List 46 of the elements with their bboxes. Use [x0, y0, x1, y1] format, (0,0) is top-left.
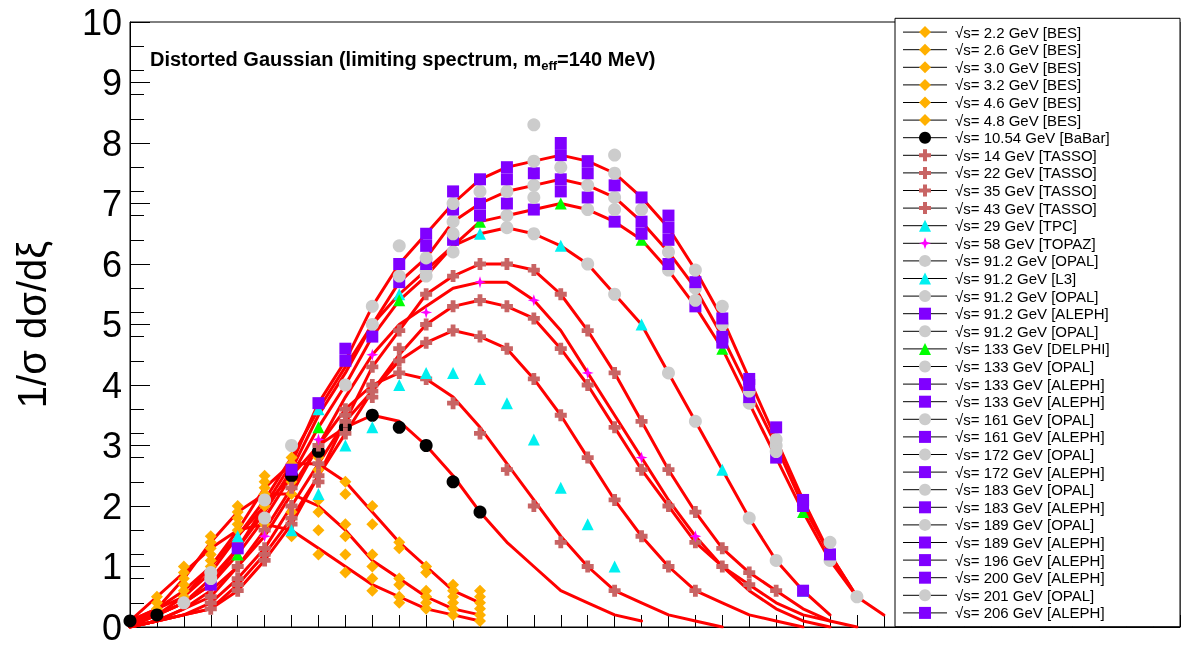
legend-label: √s= 183 GeV [ALEPH] [955, 498, 1105, 516]
y-tick-label: 3 [101, 425, 122, 466]
legend-label: √s= 4.8 GeV [BES] [955, 111, 1082, 129]
legend-label: √s= 43 GeV [TASSO] [955, 199, 1097, 217]
y-tick-label: 8 [101, 122, 122, 164]
legend-label: √s= 91.2 GeV [L3] [955, 270, 1077, 287]
y-tick-label: 4 [101, 364, 122, 406]
legend-label: √s= 172 GeV [OPAL] [955, 446, 1095, 463]
y-tick-label: 5 [101, 304, 122, 345]
y-tick-label: 1 [101, 546, 122, 587]
legend-label: √s= 133 GeV [ALEPH] [955, 393, 1105, 411]
legend-label: √s= 91.2 GeV [OPAL] [955, 287, 1099, 305]
legend-label: √s= 133 GeV [DELPHI] [955, 340, 1110, 358]
legend-label: √s= 4.6 GeV [BES] [955, 94, 1082, 111]
legend-label: √s= 206 GeV [ALEPH] [955, 604, 1105, 622]
legend-label: √s= 189 GeV [ALEPH] [955, 534, 1105, 551]
legend-label: √s= 189 GeV [OPAL] [955, 516, 1095, 534]
legend-label: √s= 201 GeV [OPAL] [955, 586, 1095, 604]
legend-label: √s= 161 GeV [ALEPH] [955, 428, 1105, 446]
legend-label: √s= 183 GeV [OPAL] [955, 481, 1095, 499]
legend-label: √s= 133 GeV [OPAL] [955, 358, 1095, 375]
y-tick-label: 10 [81, 1, 122, 43]
legend-label: √s= 58 GeV [TOPAZ] [955, 234, 1096, 252]
legend-label: √s= 196 GeV [ALEPH] [955, 551, 1105, 569]
legend-label: √s= 3.2 GeV [BES] [955, 76, 1082, 94]
legend-label: √s= 91.2 GeV [ALEPH] [955, 305, 1109, 323]
legend-label: √s= 35 GeV [TASSO] [955, 182, 1097, 199]
legend-label: √s= 29 GeV [TPC] [955, 217, 1078, 235]
legend-label: √s= 172 GeV [ALEPH] [955, 463, 1105, 481]
y-tick-label: 7 [101, 183, 122, 224]
legend-label: √s= 2.2 GeV [BES] [955, 23, 1082, 41]
legend-label: √s= 200 GeV [ALEPH] [955, 569, 1105, 587]
y-tick-label: 0 [101, 606, 122, 645]
legend-label: √s= 2.6 GeV [BES] [955, 41, 1082, 59]
legend-label: √s= 91.2 GeV [OPAL] [955, 322, 1099, 340]
legend-label: √s= 3.0 GeV [BES] [955, 58, 1082, 76]
legend-label: √s= 10.54 GeV [BaBar] [955, 129, 1110, 147]
legend-label: √s= 14 GeV [TASSO] [955, 146, 1097, 164]
y-tick-label: 2 [101, 485, 122, 527]
legend-label: √s= 91.2 GeV [OPAL] [955, 252, 1099, 270]
legend-label: √s= 22 GeV [TASSO] [955, 164, 1097, 182]
y-tick-label: 6 [101, 243, 122, 285]
y-axis-title: 1/σ dσ/dξ [10, 240, 54, 409]
legend-label: √s= 133 GeV [ALEPH] [955, 375, 1105, 393]
y-tick-label: 9 [101, 62, 122, 103]
legend-label: √s= 161 GeV [OPAL] [955, 410, 1095, 428]
